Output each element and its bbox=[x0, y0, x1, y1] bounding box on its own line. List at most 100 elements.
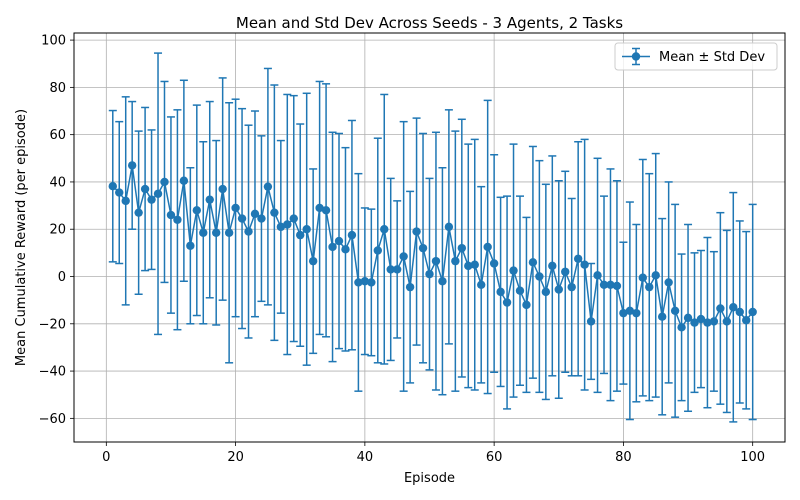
mean-point bbox=[612, 281, 622, 291]
mean-markers bbox=[108, 161, 757, 332]
mean-point bbox=[451, 256, 460, 266]
mean-point bbox=[541, 287, 551, 297]
mean-point bbox=[489, 259, 499, 268]
mean-point bbox=[716, 304, 725, 313]
mean-point bbox=[328, 242, 337, 252]
mean-point bbox=[515, 286, 525, 295]
legend-box bbox=[614, 42, 778, 71]
legend-label: Mean ± Std Dev bbox=[659, 50, 765, 65]
mean-point bbox=[199, 228, 208, 237]
legend-symbol bbox=[622, 47, 650, 66]
axis-ticks: 0 20 40 60 80 100 −60 −40 −20 0 20 40 60 80 100 bbox=[39, 34, 766, 465]
mean-point bbox=[431, 256, 441, 266]
mean-point bbox=[554, 285, 563, 294]
mean-point bbox=[742, 316, 751, 325]
mean-point bbox=[625, 306, 635, 315]
mean-point bbox=[160, 177, 169, 187]
mean-point bbox=[438, 277, 447, 286]
mean-point bbox=[683, 313, 693, 323]
mean-point bbox=[347, 230, 357, 240]
mean-point bbox=[179, 176, 189, 185]
mean-point bbox=[360, 277, 370, 286]
mean-point bbox=[457, 243, 467, 253]
mean-point bbox=[147, 195, 156, 204]
mean-point bbox=[289, 214, 298, 223]
mean-point bbox=[173, 215, 182, 224]
mean-point bbox=[115, 188, 124, 197]
mean-point bbox=[166, 210, 176, 220]
mean-point bbox=[580, 260, 589, 269]
mean-point bbox=[412, 227, 421, 236]
mean-point bbox=[218, 184, 227, 194]
mean-point bbox=[735, 307, 744, 317]
mean-point bbox=[425, 269, 434, 279]
y-tick-label: 20 bbox=[49, 223, 66, 238]
mean-point bbox=[483, 242, 492, 252]
mean-point bbox=[709, 317, 719, 326]
mean-point bbox=[354, 278, 363, 287]
mean-point bbox=[321, 206, 331, 215]
mean-point bbox=[586, 317, 596, 326]
mean-point bbox=[444, 222, 454, 232]
mean-point bbox=[593, 271, 602, 280]
mean-point bbox=[108, 181, 117, 191]
mean-point bbox=[399, 252, 408, 261]
mean-point bbox=[651, 271, 660, 280]
mean-point bbox=[373, 246, 382, 255]
mean-point bbox=[619, 308, 628, 318]
mean-point bbox=[380, 225, 389, 234]
mean-point bbox=[315, 203, 324, 213]
mean-point bbox=[302, 225, 311, 234]
mean-point bbox=[244, 227, 253, 236]
mean-point bbox=[121, 196, 130, 206]
mean-point bbox=[677, 323, 686, 332]
mean-point bbox=[703, 318, 712, 327]
mean-point bbox=[296, 230, 305, 240]
mean-point bbox=[567, 282, 576, 292]
mean-point bbox=[696, 314, 706, 324]
x-tick-label: 0 bbox=[102, 450, 110, 465]
mean-point bbox=[192, 206, 202, 215]
mean-point bbox=[528, 258, 538, 267]
mean-point bbox=[205, 195, 214, 204]
mean-point bbox=[638, 273, 647, 282]
mean-point bbox=[729, 303, 738, 312]
y-axis-label: Mean Cumulative Reward (per episode) bbox=[14, 109, 29, 366]
mean-point bbox=[212, 228, 221, 237]
mean-point bbox=[153, 189, 163, 198]
mean-point bbox=[670, 306, 680, 315]
mean-point bbox=[645, 282, 654, 292]
y-tick-label: 60 bbox=[49, 128, 66, 143]
y-tick-label: −40 bbox=[39, 365, 66, 380]
mean-point bbox=[509, 266, 518, 275]
mean-point bbox=[186, 241, 195, 250]
y-tick-label: 100 bbox=[41, 34, 66, 49]
legend-marker bbox=[631, 52, 641, 61]
mean-point bbox=[470, 260, 479, 269]
mean-point bbox=[548, 261, 557, 271]
x-tick-label: 20 bbox=[227, 450, 244, 465]
y-tick-label: −60 bbox=[39, 412, 66, 427]
mean-point bbox=[263, 182, 273, 191]
y-tick-label: −20 bbox=[39, 317, 66, 332]
mean-point bbox=[561, 267, 570, 276]
x-tick-label: 60 bbox=[486, 450, 503, 465]
mean-line bbox=[112, 165, 754, 329]
mean-point bbox=[367, 278, 376, 287]
mean-point bbox=[270, 208, 279, 217]
mean-point bbox=[250, 209, 260, 219]
y-tick-label: 40 bbox=[49, 175, 66, 190]
mean-point bbox=[496, 287, 505, 297]
mean-point bbox=[573, 254, 583, 263]
mean-point bbox=[231, 203, 240, 213]
mean-point bbox=[134, 208, 143, 217]
x-axis-label: Episode bbox=[404, 471, 455, 486]
mean-point bbox=[599, 280, 609, 289]
mean-point bbox=[664, 278, 673, 287]
mean-point bbox=[748, 307, 757, 317]
mean-point bbox=[418, 243, 428, 253]
mean-point bbox=[224, 228, 234, 237]
mean-point bbox=[690, 318, 699, 327]
y-tick-label: 80 bbox=[49, 81, 66, 96]
